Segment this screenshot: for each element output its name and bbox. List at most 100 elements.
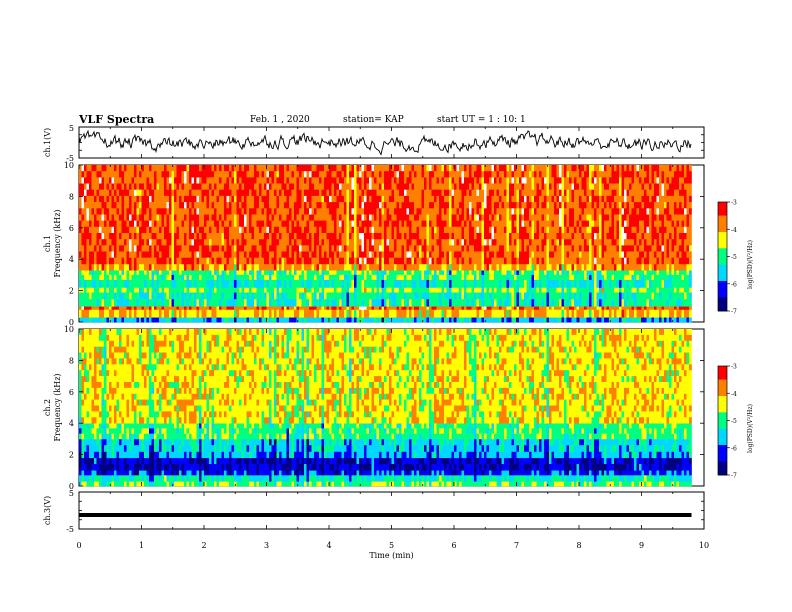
spectrogram-cell	[616, 292, 620, 300]
spectrogram-cell	[116, 226, 120, 234]
spectrogram-cell	[634, 189, 637, 197]
spectrogram-cell	[616, 171, 620, 178]
spectrogram-cell	[289, 292, 292, 300]
spectrogram-cell	[251, 189, 255, 197]
spectrogram-cell	[551, 274, 555, 280]
spectrogram-cell	[171, 220, 175, 228]
spectrogram-cell	[519, 309, 522, 318]
spectrogram-cell	[476, 287, 480, 293]
spectrogram-cell	[526, 263, 530, 271]
spectrogram-cell	[509, 208, 512, 215]
spectrogram-cell	[171, 274, 175, 280]
spectrogram-cell	[251, 165, 255, 172]
spectrogram-cell	[309, 202, 312, 209]
spectrogram-cell	[331, 317, 335, 323]
spectrogram-cell	[111, 183, 115, 190]
spectrogram-cell	[406, 309, 410, 318]
spectrogram-cell	[226, 279, 230, 288]
spectrogram-cell	[629, 309, 632, 318]
spectrogram-cell	[624, 279, 627, 288]
spectrogram-cell	[616, 165, 620, 172]
spectrogram-cell	[289, 202, 292, 209]
spectrogram-cell	[371, 220, 375, 228]
spectrogram-cell	[79, 171, 82, 178]
spectrogram-cell	[591, 309, 595, 318]
spectrogram-cell	[201, 165, 205, 172]
spectrogram-cell	[234, 309, 237, 318]
spectrogram-cell	[261, 165, 265, 172]
spectrogram-cell	[401, 220, 405, 228]
spectrogram-cell	[434, 171, 437, 178]
spectrogram-cell	[414, 274, 417, 280]
spectrogram-cell	[161, 220, 165, 228]
spectrogram-cell	[429, 165, 432, 172]
spectrogram-cell	[159, 270, 162, 276]
spectrogram-cell	[311, 177, 315, 184]
spectrogram-cell	[616, 263, 620, 271]
spectrogram-cell	[469, 189, 472, 197]
spectrogram-cell	[591, 202, 595, 209]
spectrogram-cell	[129, 208, 132, 215]
spectrogram-cell	[131, 195, 135, 203]
spectrogram-cell	[661, 177, 665, 184]
spectrogram-cell	[194, 189, 197, 197]
spectrogram-cell	[174, 195, 177, 203]
spectrogram-cell	[641, 270, 645, 276]
spectrogram-cell	[284, 317, 287, 323]
spectrogram-cell	[199, 306, 202, 310]
spectrogram-cell	[136, 299, 140, 307]
spectrogram-cell	[481, 171, 485, 178]
spectrogram-cell	[381, 309, 385, 318]
spectrogram-cell	[154, 183, 157, 190]
spectrogram-cell	[471, 214, 475, 221]
spectrogram-cell	[576, 274, 580, 280]
spectrogram-cell	[196, 165, 200, 172]
spectrogram-cell	[636, 263, 640, 271]
spectrogram-cell	[254, 195, 257, 203]
spectrogram-cell	[331, 195, 335, 203]
spectrogram-cell	[514, 214, 517, 221]
spectrogram-cell	[191, 306, 195, 310]
spectrogram-cell	[564, 165, 567, 172]
spectrogram-cell	[229, 309, 232, 318]
spectrogram-cell	[516, 287, 520, 293]
spectrogram-cell	[96, 292, 100, 300]
spectrogram-cell	[349, 270, 352, 276]
spectrogram-cell	[686, 189, 690, 197]
spectrogram-cell	[671, 309, 675, 318]
spectrogram-cell	[109, 292, 112, 300]
spectrogram-cell	[446, 317, 450, 323]
spectrogram-cell	[141, 195, 145, 203]
spectrogram-cell	[366, 270, 370, 276]
spectrogram-cell	[281, 317, 285, 323]
spectrogram-cell	[424, 299, 427, 307]
spectrogram-cell	[614, 299, 617, 307]
spectrogram-cell	[389, 208, 392, 215]
spectrogram-cell	[269, 220, 272, 228]
spectrogram-cell	[506, 220, 510, 228]
spectrogram-cell	[494, 165, 497, 172]
spectrogram-cell	[379, 306, 382, 310]
spectrogram-cell	[531, 183, 535, 190]
spectrogram-cell	[156, 202, 160, 209]
spectrogram-cell	[386, 263, 390, 271]
spectrogram-cell	[559, 274, 562, 280]
spectrogram-cell	[126, 317, 130, 323]
spectrogram-cell	[521, 292, 525, 300]
spectrogram-cell	[266, 165, 270, 172]
spectrogram-cell	[646, 317, 650, 323]
spectrogram-cell	[259, 299, 262, 307]
spectrogram-cell	[521, 183, 525, 190]
spectrogram-cell	[251, 287, 255, 293]
spectrogram-cell	[679, 208, 682, 215]
spectrogram-cell	[344, 263, 347, 271]
spectrogram-cell	[496, 287, 500, 293]
spectrogram-cell	[684, 279, 687, 288]
spectrogram-cell	[306, 309, 310, 318]
spectrogram-cell	[354, 274, 357, 280]
spectrogram-cell	[321, 279, 325, 288]
station-label: station= KAP	[343, 115, 404, 125]
spectrogram-cell	[674, 263, 677, 271]
spectrogram-cell	[534, 165, 537, 172]
spectrogram-cell	[241, 183, 245, 190]
